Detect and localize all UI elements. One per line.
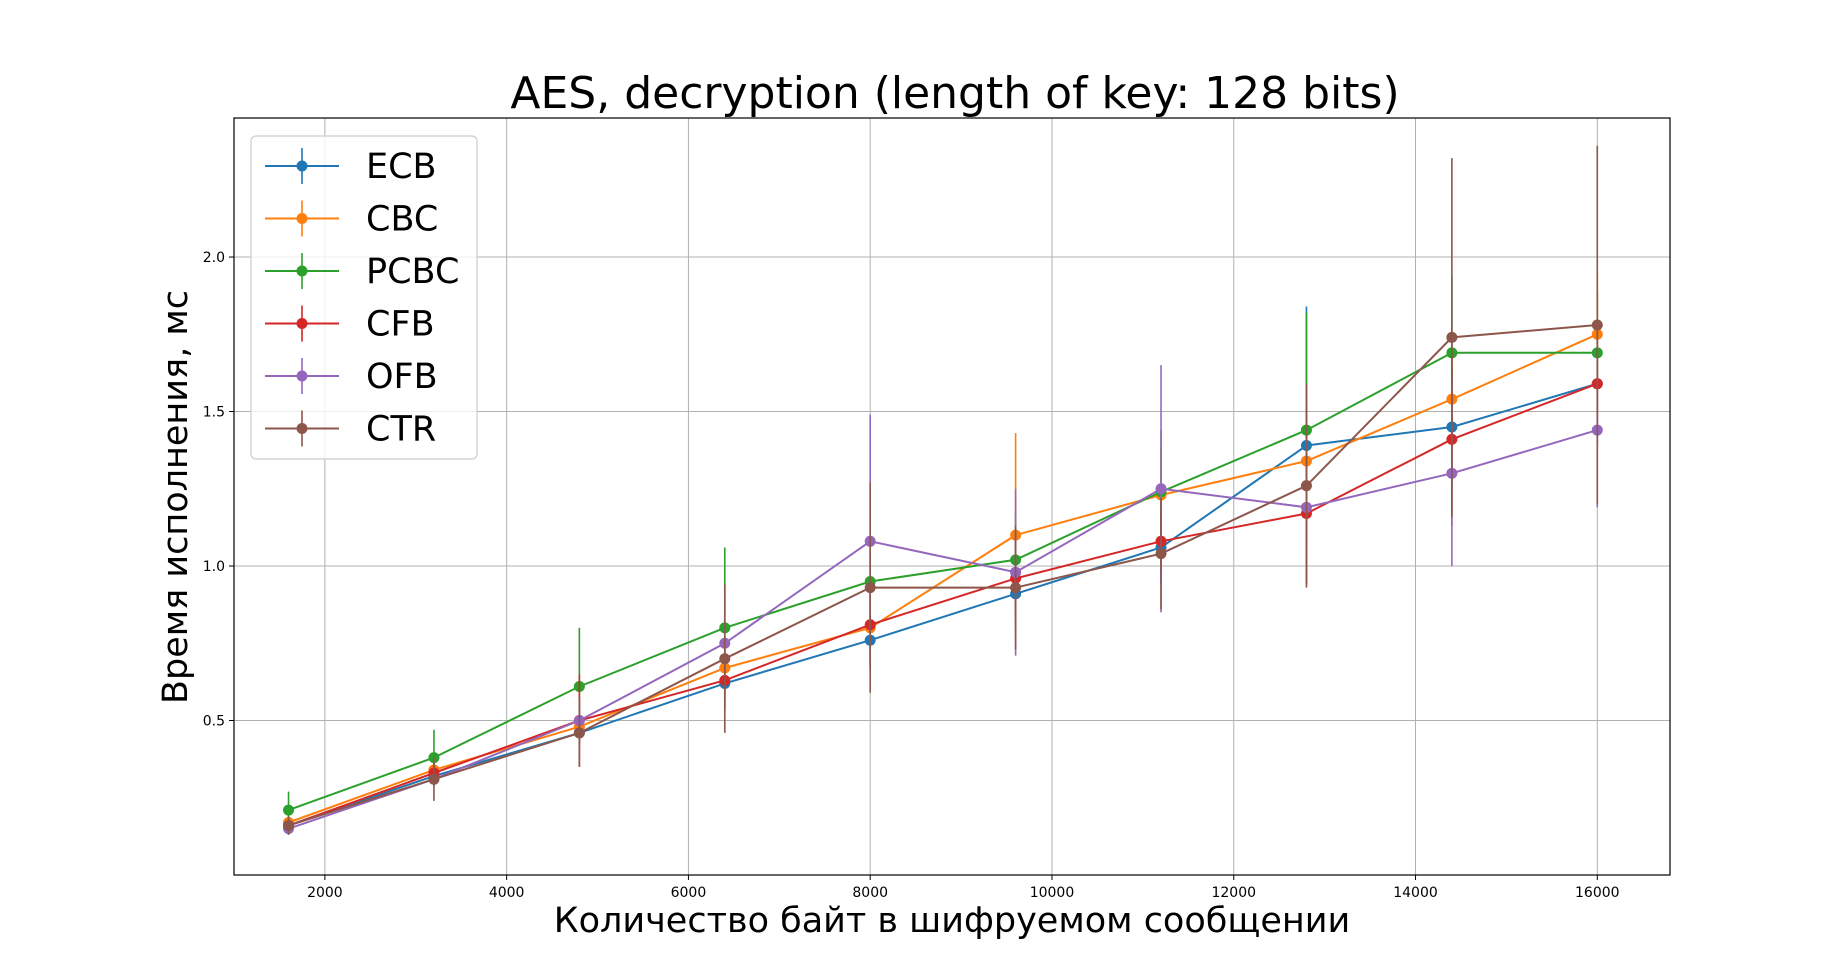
x-tick-label: 16000 <box>1575 885 1620 901</box>
series-line-cfb <box>288 382 1598 827</box>
data-point-ctr <box>1591 319 1603 331</box>
y-tick-label: 0.5 <box>203 714 225 730</box>
legend-label-ecb: ECB <box>366 147 437 187</box>
legend-entry-cfb: CFB <box>265 305 435 345</box>
x-tick-label: 6000 <box>671 885 707 901</box>
series-line-ofb <box>288 429 1598 830</box>
legend-box <box>250 135 478 460</box>
data-point-ctr <box>283 820 295 832</box>
legend-marker-ecb <box>296 160 308 172</box>
series-ctr <box>283 145 1603 835</box>
legend-entry-ecb: ECB <box>265 147 437 187</box>
legend: ECB CBC PCBC CFB OFB CTR <box>250 135 478 460</box>
data-point-ctr <box>1446 331 1458 343</box>
legend-marker-pcbc <box>296 265 308 277</box>
data-point-ctr <box>864 582 876 594</box>
legend-entry-ofb: OFB <box>265 357 438 397</box>
data-point-ctr <box>1010 582 1022 594</box>
legend-entry-pcbc: PCBC <box>265 252 459 292</box>
data-point-ofb <box>1155 483 1167 495</box>
legend-label-pcbc: PCBC <box>366 252 459 292</box>
ticks: 2000 4000 6000 8000 10000 12000 14000 16000 0.5 1… <box>203 250 1620 901</box>
legend-marker-cfb <box>296 318 308 329</box>
legend-marker-cbc <box>296 213 308 224</box>
series-line-pcbc <box>288 351 1598 812</box>
x-tick-label: 2000 <box>307 885 343 901</box>
legend-entry-cbc: CBC <box>265 200 438 240</box>
legend-marker-ofb <box>296 370 308 382</box>
data-point-ctr <box>1300 480 1312 492</box>
y-axis-label: Время исполнения, мс <box>156 290 196 704</box>
data-point-ctr <box>573 727 585 739</box>
series-layer <box>283 145 1603 835</box>
x-tick-label: 4000 <box>489 885 525 901</box>
plot-frame <box>233 117 1671 876</box>
x-tick-label: 12000 <box>1211 885 1256 901</box>
y-tick-label: 2.0 <box>203 250 225 266</box>
data-point-ctr <box>1155 548 1167 560</box>
legend-label-ofb: OFB <box>366 357 438 397</box>
legend-marker-ctr <box>296 423 308 434</box>
x-axis-label: Количество байт в шифруемом сообщении <box>554 901 1350 941</box>
y-tick-label: 1.0 <box>203 559 225 575</box>
x-tick-label: 14000 <box>1393 885 1438 901</box>
y-tick-label: 1.5 <box>203 405 225 421</box>
legend-label-cfb: CFB <box>366 305 435 345</box>
legend-label-cbc: CBC <box>366 200 438 240</box>
series-line-cbc <box>288 333 1598 824</box>
data-point-ctr <box>719 653 731 665</box>
legend-label-ctr: CTR <box>366 410 436 450</box>
data-point-pcbc <box>283 804 295 816</box>
x-tick-label: 8000 <box>852 885 888 901</box>
series-line-ctr <box>288 324 1598 827</box>
chart-title: AES, decryption (length of key: 128 bits… <box>510 68 1399 119</box>
data-point-ctr <box>428 773 440 785</box>
x-tick-label: 10000 <box>1030 885 1075 901</box>
legend-entry-ctr: CTR <box>265 410 436 450</box>
series-line-ecb <box>288 382 1598 827</box>
